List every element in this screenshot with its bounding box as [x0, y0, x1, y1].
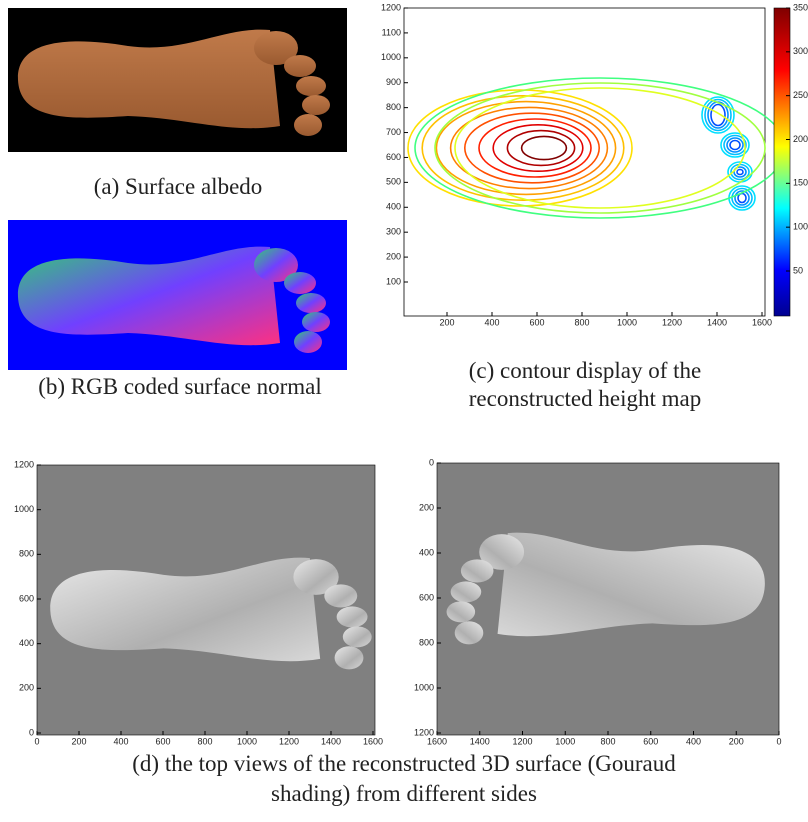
x-tick-label: 1400 — [470, 736, 490, 746]
x-tick-label: 1400 — [707, 317, 727, 327]
caption-a: (a) Surface albedo — [94, 174, 263, 199]
x-tick-label: 1200 — [279, 736, 299, 746]
y-tick-label: 1200 — [381, 2, 401, 12]
y-tick-label: 200 — [419, 502, 434, 512]
y-tick-label: 1000 — [381, 52, 401, 62]
colorbar-tick-label: 300 — [793, 46, 808, 56]
y-tick-label: 700 — [386, 127, 401, 137]
figure: (a) Surface albedo (b) RGB coded surface… — [0, 0, 808, 822]
y-tick-label: 800 — [19, 549, 34, 559]
y-tick-label: 600 — [19, 593, 34, 603]
y-tick-label: 600 — [419, 592, 434, 602]
x-tick-label: 600 — [155, 736, 170, 746]
x-tick-label: 0 — [34, 736, 39, 746]
x-tick-label: 800 — [600, 736, 615, 746]
y-tick-label: 900 — [386, 77, 401, 87]
y-tick-label: 1100 — [382, 27, 401, 37]
x-tick-label: 800 — [574, 317, 589, 327]
x-tick-label: 1600 — [427, 736, 447, 746]
caption-d-1: (d) the top views of the reconstructed 3… — [132, 751, 676, 776]
x-tick-label: 400 — [686, 736, 701, 746]
caption-d-2: shading) from different sides — [271, 781, 537, 806]
x-tick-label: 200 — [729, 736, 744, 746]
y-tick-label: 600 — [386, 152, 401, 162]
caption-c-2: reconstructed height map — [469, 386, 701, 411]
y-tick-label: 1000 — [414, 682, 434, 692]
x-tick-label: 1400 — [321, 736, 341, 746]
colorbar-tick-label: 50 — [793, 265, 803, 275]
x-tick-label: 400 — [113, 736, 128, 746]
x-tick-label: 0 — [776, 736, 781, 746]
y-tick-label: 400 — [386, 202, 401, 212]
y-tick-label: 0 — [429, 457, 434, 467]
y-tick-label: 0 — [29, 727, 34, 737]
x-tick-label: 1600 — [752, 317, 772, 327]
colorbar-tick-label: 250 — [793, 90, 808, 100]
y-tick-label: 200 — [19, 683, 34, 693]
colorbar-tick-label: 200 — [793, 134, 808, 144]
y-tick-label: 100 — [386, 276, 401, 286]
colorbar — [774, 8, 790, 316]
x-tick-label: 1000 — [555, 736, 575, 746]
x-tick-label: 400 — [484, 317, 499, 327]
x-tick-label: 600 — [643, 736, 658, 746]
colorbar-tick-label: 100 — [793, 222, 808, 232]
y-tick-label: 1200 — [414, 727, 434, 737]
caption-c-1: (c) contour display of the — [469, 358, 701, 383]
x-tick-label: 1200 — [512, 736, 532, 746]
x-tick-label: 200 — [439, 317, 454, 327]
y-tick-label: 400 — [19, 638, 34, 648]
y-tick-label: 1200 — [14, 459, 34, 469]
y-tick-label: 800 — [386, 102, 401, 112]
x-tick-label: 1600 — [363, 736, 383, 746]
x-tick-label: 1000 — [237, 736, 257, 746]
y-tick-label: 1000 — [14, 504, 34, 514]
x-tick-label: 800 — [197, 736, 212, 746]
caption-b: (b) RGB coded surface normal — [38, 374, 322, 399]
y-tick-label: 500 — [386, 177, 401, 187]
colorbar-tick-label: 150 — [793, 178, 808, 188]
x-tick-label: 200 — [71, 736, 86, 746]
x-tick-label: 1200 — [662, 317, 682, 327]
y-tick-label: 800 — [419, 637, 434, 647]
y-tick-label: 300 — [386, 227, 401, 237]
x-tick-label: 600 — [529, 317, 544, 327]
x-tick-label: 1000 — [617, 317, 637, 327]
colorbar-tick-label: 350 — [793, 2, 808, 12]
y-tick-label: 400 — [419, 547, 434, 557]
y-tick-label: 200 — [386, 251, 401, 261]
